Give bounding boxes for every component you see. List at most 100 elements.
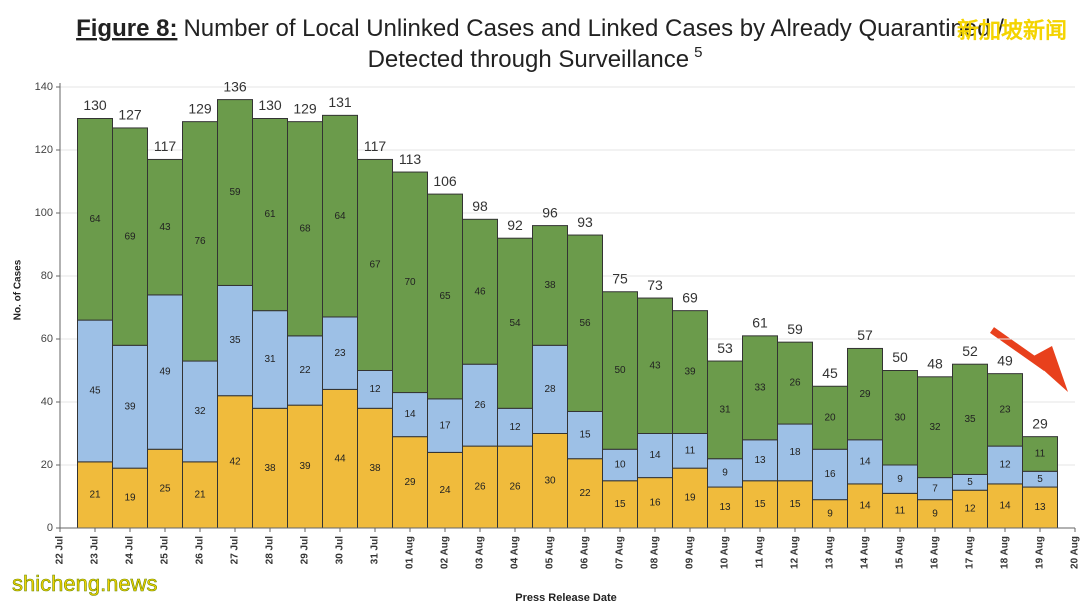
segment-label: 26: [474, 400, 486, 411]
total-label: 127: [118, 107, 142, 123]
x-tick-label: 10 Aug: [720, 536, 731, 569]
x-tick-label: 31 Jul: [370, 536, 381, 565]
segment-label: 38: [369, 463, 381, 474]
bar-segment: [777, 341, 813, 425]
bar-segment: [672, 433, 708, 469]
segment-label: 12: [369, 384, 381, 395]
bar-segment: [392, 392, 428, 438]
x-tick-label: 29 Jul: [300, 536, 311, 565]
bar-segment: [182, 121, 218, 362]
segment-label: 64: [334, 211, 346, 222]
segment-label: 64: [89, 214, 101, 225]
title-superscript: 5: [694, 44, 702, 61]
total-label: 129: [188, 100, 212, 116]
bar-segment: [882, 370, 918, 466]
bar-segment: [112, 467, 148, 529]
bar-segment: [112, 127, 148, 346]
total-label: 113: [399, 151, 422, 167]
segment-label: 5: [967, 477, 973, 488]
segment-label: 35: [964, 414, 976, 425]
bar-segment: [217, 395, 253, 529]
x-tick-label: 25 Jul: [160, 536, 171, 565]
bar-segment: [847, 439, 883, 485]
segment-label: 59: [229, 187, 241, 198]
segment-label: 14: [999, 501, 1011, 512]
x-tick-label: 01 Aug: [405, 536, 416, 569]
segment-label: 54: [509, 318, 521, 329]
segment-label: 23: [334, 348, 346, 359]
bar-segment: [742, 439, 778, 482]
bar-segment: [952, 363, 988, 475]
total-label: 93: [577, 214, 593, 230]
segment-label: 15: [789, 499, 801, 510]
chart-title-line-2: Detected through Surveillance 5: [368, 44, 703, 73]
total-label: 117: [154, 138, 177, 154]
bar-segment: [427, 193, 463, 400]
bar-segment: [672, 310, 708, 434]
bar-segment: [112, 344, 148, 469]
total-label: 48: [927, 356, 943, 372]
bar-segment: [497, 237, 533, 409]
segment-label: 14: [859, 456, 871, 467]
x-tick-label: 14 Aug: [860, 536, 871, 569]
bar-segment: [987, 373, 1023, 447]
segment-label: 7: [932, 483, 938, 494]
segment-label: 11: [1035, 449, 1046, 460]
segment-label: 13: [719, 502, 731, 513]
segment-label: 32: [194, 406, 206, 417]
segment-label: 32: [929, 422, 941, 433]
x-tick-label: 02 Aug: [440, 536, 451, 569]
segment-label: 12: [999, 460, 1011, 471]
total-label: 57: [857, 327, 873, 343]
segment-label: 67: [369, 260, 381, 271]
segment-label: 12: [964, 504, 976, 515]
title-prefix: Figure 8:: [76, 15, 177, 42]
segment-label: 56: [579, 318, 591, 329]
x-tick-label: 27 Jul: [230, 536, 241, 565]
segment-label: 15: [579, 430, 591, 441]
total-label: 130: [83, 97, 107, 113]
bar-segment: [497, 407, 533, 447]
segment-label: 68: [299, 223, 311, 234]
bar-segment: [602, 448, 638, 482]
watermark: shicheng.news: [12, 571, 158, 596]
total-label: 50: [892, 349, 908, 365]
x-tick-label: 09 Aug: [685, 536, 696, 569]
bar-segment: [357, 370, 393, 409]
x-tick-label: 16 Aug: [930, 536, 941, 569]
bar-segment: [602, 291, 638, 450]
x-tick-label: 08 Aug: [650, 536, 661, 569]
total-label: 98: [472, 198, 488, 214]
total-label: 29: [1032, 415, 1048, 431]
bar-segment: [392, 436, 428, 529]
segment-label: 9: [932, 508, 938, 519]
segment-label: 33: [754, 382, 766, 393]
segment-label: 14: [859, 501, 871, 512]
total-label: 69: [682, 289, 698, 305]
segment-label: 50: [614, 365, 626, 376]
segment-label: 26: [789, 378, 801, 389]
segment-label: 9: [827, 508, 833, 519]
segment-label: 38: [544, 280, 556, 291]
segment-label: 31: [264, 354, 276, 365]
bar-segment: [427, 398, 463, 453]
bar-segment: [987, 445, 1023, 485]
x-tick-label: 06 Aug: [580, 536, 591, 569]
segment-label: 15: [754, 499, 766, 510]
x-tick-label: 22 Jul: [55, 536, 66, 565]
segment-label: 44: [334, 453, 346, 464]
total-label: 131: [328, 94, 352, 110]
segment-label: 30: [894, 412, 906, 423]
bar-segment: [357, 158, 393, 371]
x-tick-label: 30 Jul: [335, 536, 346, 565]
x-tick-label: 12 Aug: [790, 536, 801, 569]
y-tick-label: 60: [41, 333, 53, 345]
segment-label: 43: [649, 360, 661, 371]
bar-segment: [742, 480, 778, 529]
bar-segment: [532, 225, 568, 346]
segment-label: 39: [124, 401, 136, 412]
segment-label: 22: [579, 488, 591, 499]
y-axis-label: No. of Cases: [13, 259, 24, 320]
segment-label: 14: [649, 450, 661, 461]
